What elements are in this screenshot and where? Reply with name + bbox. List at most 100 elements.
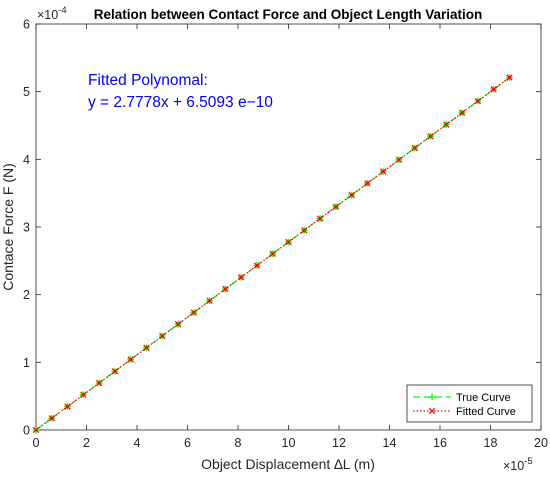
marker-stroke xyxy=(237,274,245,281)
marker-stroke xyxy=(316,215,324,222)
data-point xyxy=(395,156,403,163)
x-tick-label: 14 xyxy=(383,436,397,450)
annotation-line-1: Fitted Polynomal: xyxy=(88,72,208,89)
legend-item: True Curve xyxy=(413,392,511,404)
marker-stroke xyxy=(111,368,119,375)
legend-marker xyxy=(428,393,436,401)
x-tick-label: 10 xyxy=(282,436,296,450)
x-axis-exponent: ×10-5 xyxy=(503,456,533,473)
y-tick-label: 3 xyxy=(23,221,30,235)
marker-stroke xyxy=(159,332,166,340)
data-point xyxy=(506,74,513,81)
x-tick-label: 16 xyxy=(433,436,447,450)
marker-stroke xyxy=(411,144,418,152)
marker-stroke xyxy=(190,309,197,316)
x-exponent-power: -5 xyxy=(524,456,532,467)
marker-stroke xyxy=(269,250,276,257)
x-tick-label: 4 xyxy=(134,436,141,450)
marker-stroke xyxy=(143,344,150,351)
data-point xyxy=(490,86,497,93)
data-point xyxy=(237,274,245,281)
y-axis-label: Contace Force F (N) xyxy=(0,163,16,291)
data-point xyxy=(80,391,87,398)
data-point xyxy=(285,238,292,246)
data-point xyxy=(301,227,308,234)
chart-title: Relation between Contact Force and Objec… xyxy=(94,7,483,22)
y-tick-label: 2 xyxy=(23,288,30,302)
data-point xyxy=(348,191,355,199)
marker-stroke xyxy=(253,262,261,269)
data-point xyxy=(443,121,450,128)
marker-stroke xyxy=(364,180,371,187)
marker-stroke xyxy=(174,321,182,328)
data-point xyxy=(269,250,276,257)
marker-stroke xyxy=(348,191,355,199)
data-point xyxy=(222,285,229,293)
marker-stroke xyxy=(95,379,103,387)
annotation-line-2: y = 2.7778x + 6.5093 e−10 xyxy=(88,94,273,111)
x-tick-label: 2 xyxy=(83,436,90,450)
data-point xyxy=(190,309,197,316)
legend-box xyxy=(406,384,533,423)
x-tick-label: 18 xyxy=(484,436,498,450)
marker-stroke xyxy=(301,227,308,234)
marker-stroke xyxy=(332,203,340,210)
x-tick-label: 20 xyxy=(534,436,548,450)
legend-label: Fitted Curve xyxy=(456,406,516,418)
data-point xyxy=(95,379,103,387)
x-tick-label: 12 xyxy=(332,436,346,450)
x-tick-label: 6 xyxy=(184,436,191,450)
marker-stroke xyxy=(490,86,497,93)
y-exponent-power: -4 xyxy=(58,5,66,16)
data-point xyxy=(32,426,40,434)
data-point xyxy=(206,297,213,304)
y-exponent-base: ×10 xyxy=(37,8,58,22)
legend-label: True Curve xyxy=(456,392,511,404)
x-axis-label: Object Displacement ∆L (m) xyxy=(201,456,375,472)
data-point xyxy=(411,144,418,152)
marker-stroke xyxy=(48,415,55,422)
data-point xyxy=(458,109,466,116)
data-point xyxy=(174,321,182,328)
data-point xyxy=(380,168,387,175)
y-tick-label: 6 xyxy=(23,18,30,32)
y-tick-label: 4 xyxy=(23,153,30,167)
marker-stroke xyxy=(506,74,513,81)
y-tick-label: 0 xyxy=(23,424,30,438)
data-point xyxy=(159,332,166,340)
data-point xyxy=(143,344,150,351)
marker-stroke xyxy=(32,426,40,434)
y-tick-label: 1 xyxy=(23,356,30,370)
marker-stroke xyxy=(458,109,466,116)
x-tick-label: 8 xyxy=(235,436,242,450)
y-axis-exponent: ×10-4 xyxy=(37,5,67,22)
data-point xyxy=(253,262,261,269)
series-fitted-curve xyxy=(32,74,513,434)
marker-stroke xyxy=(395,156,403,163)
data-point xyxy=(48,415,55,422)
y-tick-label: 5 xyxy=(23,85,30,99)
data-point xyxy=(316,215,324,222)
data-point xyxy=(364,180,371,187)
series-layer xyxy=(32,74,513,434)
marker-stroke xyxy=(380,168,387,175)
data-point xyxy=(127,356,134,363)
marker-stroke xyxy=(80,391,87,398)
marker-stroke xyxy=(206,297,213,304)
legend-item: Fitted Curve xyxy=(413,406,516,418)
x-tick-label: 0 xyxy=(33,436,40,450)
fit-annotation: Fitted Polynomal: y = 2.7778x + 6.5093 e… xyxy=(88,72,273,111)
marker-stroke xyxy=(127,356,134,363)
marker-stroke xyxy=(428,407,436,415)
data-point xyxy=(427,133,434,140)
data-point xyxy=(111,368,119,375)
marker-stroke xyxy=(443,121,450,128)
legend: True Curve Fitted Curve xyxy=(406,384,533,423)
x-exponent-base: ×10 xyxy=(503,459,524,473)
marker-stroke xyxy=(64,403,71,410)
data-point xyxy=(64,403,71,410)
marker-stroke xyxy=(285,238,292,246)
data-point xyxy=(474,97,482,105)
